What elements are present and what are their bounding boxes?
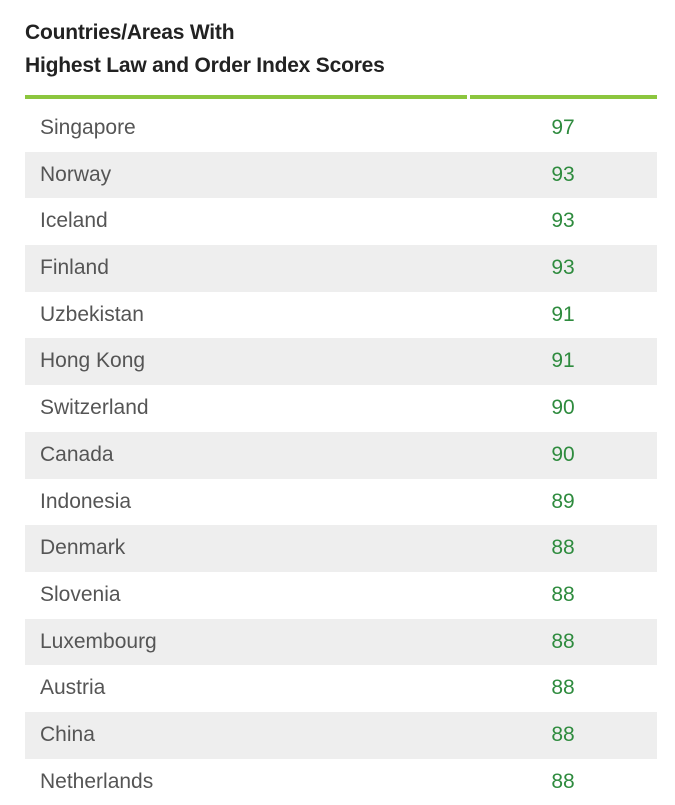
score-table: Singapore 97 Norway 93 Iceland 93 Finland 93 Uzb… [25,105,657,805]
title-line-2: Highest Law and Order Index Scores [25,54,385,77]
score-value: 93 [551,256,575,280]
table-row: Iceland 93 [25,198,657,245]
country-name: Indonesia [40,489,132,513]
country-name: Austria [40,676,106,700]
accent-rule-divider [467,95,470,99]
country-name: Singapore [40,116,136,139]
score-value: 88 [551,722,575,746]
table-row: China 88 [25,711,657,759]
score-value: 88 [551,536,575,560]
table-row: Canada 90 [25,431,657,479]
score-value: 93 [551,209,575,233]
table-row: Austria 88 [25,665,657,712]
country-name: Finland [40,256,109,280]
score-value: 88 [551,629,575,653]
country-name: China [40,722,95,746]
table-row: Indonesia 89 [25,479,657,526]
table-row: Hong Kong 91 [25,338,657,386]
title-line-1: Countries/Areas With [25,21,235,44]
country-name: Slovenia [40,582,121,606]
table-row: Luxembourg 88 [25,618,657,666]
score-value: 91 [551,349,575,373]
country-name: Switzerland [40,396,149,420]
table-row: Norway 93 [25,151,657,199]
score-value: 90 [551,442,575,466]
country-name: Denmark [40,536,126,560]
score-value: 89 [551,489,575,513]
table-row: Finland 93 [25,245,657,292]
score-value: 97 [551,116,575,139]
country-name: Iceland [40,209,108,233]
table-title: Countries/Areas With Highest Law and Ord… [25,16,625,82]
accent-rule [25,95,657,99]
score-value: 93 [551,162,575,186]
country-name: Canada [40,442,114,466]
table-row: Slovenia 88 [25,572,657,619]
score-value: 88 [551,582,575,606]
score-value: 90 [551,396,575,420]
country-name: Uzbekistan [40,302,144,326]
table-row: Uzbekistan 91 [25,292,657,339]
table-row: Denmark 88 [25,525,657,572]
table-row: Switzerland 90 [25,385,657,432]
country-name: Hong Kong [40,349,146,373]
score-value: 88 [551,676,575,700]
table-row: Singapore 97 [25,105,657,152]
country-name: Norway [40,162,112,186]
country-name: Luxembourg [40,629,157,653]
score-value: 91 [551,302,575,326]
table-row: Netherlands 88 [25,759,657,805]
country-name: Netherlands [40,769,154,793]
score-value: 88 [551,769,575,793]
